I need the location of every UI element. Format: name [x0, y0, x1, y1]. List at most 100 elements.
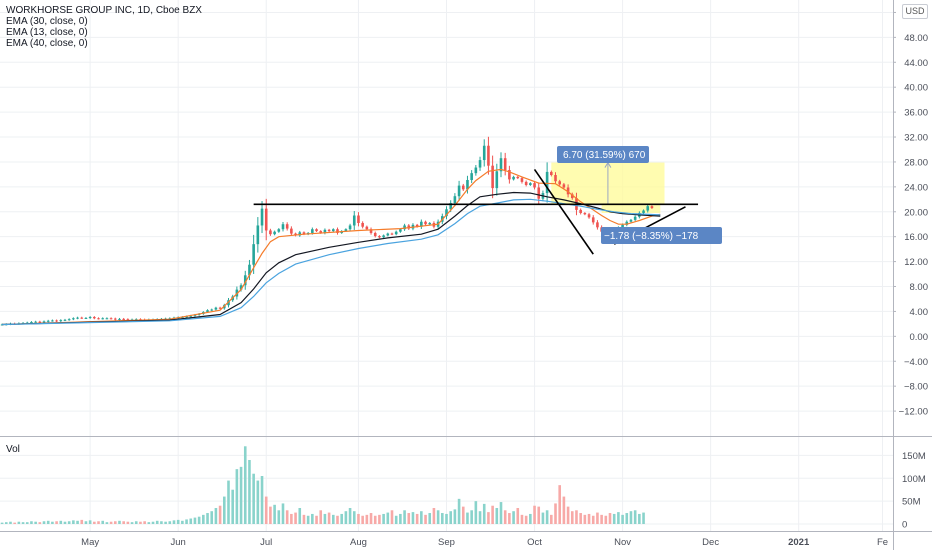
candle-body [449, 203, 452, 210]
volume-bar [554, 503, 557, 524]
volume-bar [562, 496, 566, 524]
candle-body [482, 145, 486, 161]
volume-bar [491, 505, 494, 524]
volume-tick-label: 50M [902, 497, 921, 508]
price-tick-label: −4.00 [904, 357, 928, 368]
candle-body [386, 233, 390, 236]
candle-body [122, 318, 125, 320]
volume-bar [642, 512, 645, 524]
candle-body [126, 319, 130, 321]
volume-bar [181, 520, 184, 524]
candle-body [466, 180, 469, 190]
currency-badge[interactable]: USD [902, 4, 928, 19]
price-tick-label: 36.00 [904, 108, 928, 119]
candle-body [80, 317, 84, 319]
volume-bar [453, 509, 457, 524]
ema-40-legend[interactable]: EMA (40, close, 0) [6, 38, 88, 49]
price-tick-label: 24.00 [904, 182, 928, 193]
volume-bar [415, 513, 419, 524]
candle-body [30, 322, 33, 324]
volume-bar [436, 510, 440, 524]
price-tick-label: 44.00 [904, 58, 928, 69]
price-tick-label: 20.00 [904, 207, 928, 218]
volume-bar [478, 511, 482, 524]
candle-body [214, 307, 218, 310]
candle-body [273, 231, 276, 235]
volume-bar [134, 521, 138, 524]
volume-bar [105, 522, 109, 524]
candle-body [336, 229, 339, 233]
candle-body [508, 170, 511, 180]
volume-bar [629, 511, 633, 524]
volume-bar [151, 521, 155, 524]
volume-bar [407, 513, 411, 524]
candle-body [118, 318, 121, 320]
volume-bar [487, 512, 490, 524]
candle-body [424, 221, 427, 225]
volume-bar [612, 513, 616, 524]
volume-bar [361, 515, 364, 524]
candle-body [38, 321, 42, 323]
candle-body [256, 225, 260, 245]
volume-bar [243, 446, 247, 524]
volume-bar [445, 513, 448, 524]
volume-bar [80, 519, 84, 524]
volume-bar [470, 510, 473, 524]
candle-body [562, 184, 566, 188]
symbol-title[interactable]: WORKHORSE GROUP INC, 1D, Cboe BZX [6, 5, 202, 16]
candle-body [88, 317, 92, 319]
volume-bar [235, 469, 239, 524]
candle-body [281, 224, 285, 230]
candle-body [457, 185, 461, 197]
candle-body [357, 215, 360, 223]
candle-body [218, 307, 222, 309]
candle-body [537, 187, 541, 199]
candle-body [512, 176, 515, 180]
candle-body [59, 320, 63, 322]
volume-legend[interactable]: Vol [6, 444, 20, 455]
volume-bar [256, 480, 260, 524]
candle-body [269, 230, 272, 235]
candle-body [554, 175, 557, 182]
volume-bar [260, 476, 264, 524]
volume-bar [218, 505, 222, 524]
candle-body [453, 196, 457, 204]
candle-body [399, 229, 402, 232]
volume-bar [336, 515, 339, 524]
volume-bar [508, 513, 511, 524]
candle-body [369, 229, 373, 233]
ema-13-legend[interactable]: EMA (13, close, 0) [6, 27, 88, 38]
volume-bar [93, 521, 96, 524]
volume-bar [227, 480, 230, 524]
candle-body [67, 319, 71, 321]
candle-body [332, 229, 335, 232]
volume-bar [441, 513, 444, 524]
volume-bar [109, 521, 113, 524]
volume-bar [239, 466, 243, 524]
price-tick-label: 48.00 [904, 33, 928, 44]
volume-bar [155, 520, 159, 524]
time-tick-label: Sep [438, 537, 455, 548]
volume-bar [172, 520, 176, 524]
candle-body [252, 244, 255, 265]
volume-bar [533, 505, 536, 524]
volume-bar [575, 510, 578, 524]
ema-30-legend[interactable]: EMA (30, close, 0) [6, 16, 88, 27]
volume-bar [30, 521, 33, 524]
volume-bar [122, 521, 125, 524]
chart-legend: WORKHORSE GROUP INC, 1D, Cboe BZX EMA (3… [6, 5, 202, 49]
volume-bar [248, 460, 251, 524]
volume-bar [147, 522, 151, 524]
candle-body [55, 320, 58, 322]
volume-bar [273, 504, 276, 524]
volume-bar [281, 503, 285, 524]
volume-bar [84, 521, 88, 524]
volume-bar [541, 512, 545, 524]
volume-bar [332, 514, 335, 524]
candle-body [390, 233, 394, 235]
volume-bar [306, 515, 310, 524]
volume-bar [516, 508, 520, 524]
volume-bar [25, 522, 29, 524]
